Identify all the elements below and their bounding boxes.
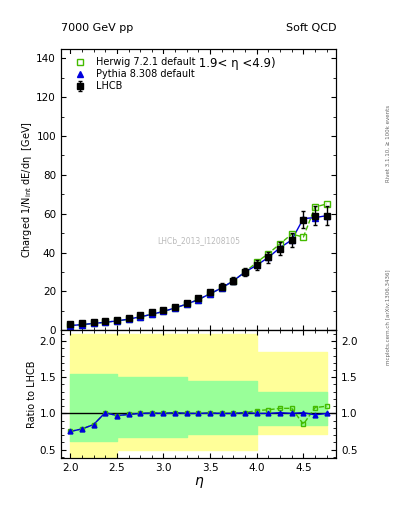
Text: Energy flow (1.9< η <4.9): Energy flow (1.9< η <4.9) [121, 57, 276, 70]
Herwig 7.2.1 default [243, 269, 248, 275]
Herwig 7.2.1 default [208, 291, 213, 297]
Herwig 7.2.1 default [149, 311, 154, 317]
Pythia 8.308 default [184, 301, 189, 307]
Herwig 7.2.1 default [114, 318, 119, 324]
Pythia 8.308 default [114, 318, 119, 324]
Pythia 8.308 default [289, 237, 294, 243]
Text: Soft QCD: Soft QCD [286, 23, 336, 33]
Herwig 7.2.1 default [196, 296, 201, 303]
Text: mcplots.cern.ch [arXiv:1306.3436]: mcplots.cern.ch [arXiv:1306.3436] [386, 270, 391, 365]
Pythia 8.308 default [149, 311, 154, 317]
Pythia 8.308 default [301, 216, 306, 222]
Text: 7000 GeV pp: 7000 GeV pp [61, 23, 133, 33]
Text: LHCb_2013_I1208105: LHCb_2013_I1208105 [157, 236, 240, 245]
Herwig 7.2.1 default [91, 321, 96, 327]
Pythia 8.308 default [254, 262, 259, 268]
Herwig 7.2.1 default [266, 250, 271, 257]
Pythia 8.308 default [243, 269, 248, 275]
Pythia 8.308 default [231, 278, 236, 284]
Y-axis label: Charged 1/N$_\mathregular{int}$ dE/dη  [GeV]: Charged 1/N$_\mathregular{int}$ dE/dη [G… [20, 121, 33, 258]
Herwig 7.2.1 default [278, 241, 283, 247]
Pythia 8.308 default [103, 319, 108, 325]
Herwig 7.2.1 default [219, 285, 224, 291]
Herwig 7.2.1 default [184, 301, 189, 307]
Herwig 7.2.1 default [103, 319, 108, 325]
Herwig 7.2.1 default [324, 201, 329, 207]
Y-axis label: Ratio to LHCB: Ratio to LHCB [27, 360, 37, 428]
Pythia 8.308 default [313, 215, 318, 221]
Pythia 8.308 default [138, 314, 143, 320]
Pythia 8.308 default [91, 321, 96, 327]
Pythia 8.308 default [278, 245, 283, 251]
Herwig 7.2.1 default [79, 322, 84, 328]
Text: Rivet 3.1.10, ≥ 100k events: Rivet 3.1.10, ≥ 100k events [386, 105, 391, 182]
Herwig 7.2.1 default [138, 314, 143, 320]
Pythia 8.308 default [219, 285, 224, 291]
Herwig 7.2.1 default [254, 259, 259, 265]
Line: Pythia 8.308 default: Pythia 8.308 default [68, 213, 329, 328]
Pythia 8.308 default [68, 323, 73, 329]
Pythia 8.308 default [196, 296, 201, 303]
Herwig 7.2.1 default [231, 278, 236, 284]
X-axis label: η: η [194, 475, 203, 488]
Pythia 8.308 default [173, 305, 178, 311]
Pythia 8.308 default [126, 316, 131, 322]
Herwig 7.2.1 default [289, 231, 294, 237]
Pythia 8.308 default [161, 308, 166, 314]
Pythia 8.308 default [266, 254, 271, 261]
Herwig 7.2.1 default [173, 305, 178, 311]
Pythia 8.308 default [324, 212, 329, 219]
Pythia 8.308 default [79, 322, 84, 328]
Herwig 7.2.1 default [68, 323, 73, 329]
Line: Herwig 7.2.1 default: Herwig 7.2.1 default [68, 201, 329, 328]
Herwig 7.2.1 default [313, 204, 318, 210]
Herwig 7.2.1 default [161, 308, 166, 314]
Herwig 7.2.1 default [126, 316, 131, 323]
Herwig 7.2.1 default [301, 234, 306, 240]
Legend: Herwig 7.2.1 default, Pythia 8.308 default, LHCB: Herwig 7.2.1 default, Pythia 8.308 defau… [66, 53, 199, 95]
Pythia 8.308 default [208, 291, 213, 297]
